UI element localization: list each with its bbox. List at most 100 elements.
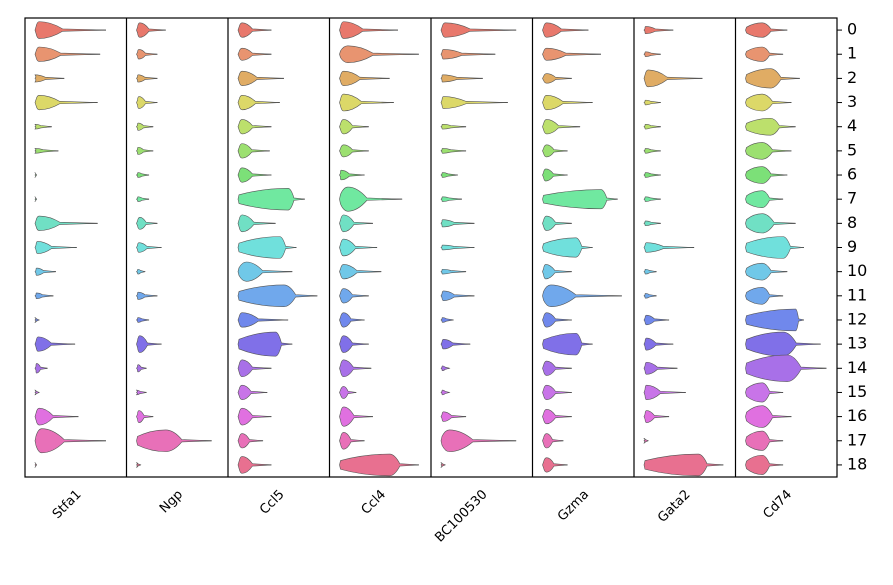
violin xyxy=(745,287,784,305)
violin xyxy=(643,242,695,253)
violin xyxy=(34,148,59,154)
gene-label: Ngp xyxy=(157,487,186,516)
violin xyxy=(237,433,264,449)
violin xyxy=(542,22,589,38)
violin xyxy=(745,382,784,403)
violin xyxy=(542,215,572,231)
violin xyxy=(643,293,657,299)
violin xyxy=(542,284,622,307)
violin xyxy=(136,49,158,60)
y-tick-label: 0 xyxy=(847,20,857,39)
violin xyxy=(136,335,162,353)
violin xyxy=(237,22,272,38)
violin xyxy=(745,46,784,62)
violin xyxy=(643,196,661,202)
violin xyxy=(440,22,517,38)
violin xyxy=(542,409,572,425)
violin xyxy=(339,386,357,399)
y-tick-label: 7 xyxy=(847,189,857,208)
violin xyxy=(339,432,365,450)
violin xyxy=(136,291,158,300)
violin xyxy=(745,331,821,357)
violin xyxy=(34,292,54,300)
violin xyxy=(136,196,150,202)
violin xyxy=(237,143,270,159)
violin xyxy=(339,406,373,427)
violin xyxy=(34,21,106,39)
violin xyxy=(136,172,150,178)
violin xyxy=(745,93,792,112)
y-tick-label: 2 xyxy=(847,68,857,87)
violin xyxy=(34,241,77,254)
violin xyxy=(34,428,106,454)
violin xyxy=(643,69,703,88)
violin xyxy=(440,148,467,154)
violin xyxy=(440,290,475,301)
violin xyxy=(745,262,788,281)
violin xyxy=(34,407,79,426)
y-tick-label: 12 xyxy=(847,309,867,328)
violin xyxy=(542,47,601,61)
violin xyxy=(237,236,297,259)
violin xyxy=(745,454,784,475)
violin xyxy=(542,95,593,111)
violin xyxy=(136,22,166,38)
violin xyxy=(643,314,670,326)
violin xyxy=(136,364,147,373)
violin xyxy=(237,70,284,86)
y-tick-label: 4 xyxy=(847,116,857,135)
violin xyxy=(542,332,593,356)
violin xyxy=(542,119,581,135)
violin xyxy=(542,384,572,400)
violin xyxy=(745,22,788,38)
violin xyxy=(34,95,98,111)
violin xyxy=(745,117,796,136)
y-tick-label: 11 xyxy=(847,285,867,304)
violin xyxy=(339,288,369,304)
violin xyxy=(339,169,365,181)
violin xyxy=(339,70,390,86)
y-tick-label: 8 xyxy=(847,213,857,232)
violin xyxy=(136,410,154,423)
violin xyxy=(34,196,38,202)
violin xyxy=(237,261,293,282)
y-tick-label: 18 xyxy=(847,454,867,473)
violin xyxy=(643,123,661,130)
violin xyxy=(237,407,272,426)
violin xyxy=(34,389,40,396)
violin xyxy=(440,411,467,422)
violin xyxy=(135,389,147,396)
y-tick-label: 9 xyxy=(847,237,857,256)
violin xyxy=(136,74,158,83)
y-tick-label: 6 xyxy=(847,165,857,184)
violin xyxy=(440,123,467,130)
y-tick-label: 13 xyxy=(847,334,867,353)
violin xyxy=(643,410,670,423)
gene-label: Gata2 xyxy=(655,487,693,525)
violin xyxy=(237,456,272,474)
violin xyxy=(643,337,674,351)
violin xyxy=(237,331,293,357)
violin xyxy=(745,354,827,382)
violin xyxy=(643,99,661,106)
violin xyxy=(542,168,568,182)
violin xyxy=(440,74,483,83)
gene-label: Gzma xyxy=(555,487,592,524)
violin xyxy=(339,21,398,39)
violin xyxy=(237,284,318,307)
violin xyxy=(136,146,154,155)
violin xyxy=(339,45,419,63)
violin xyxy=(34,46,101,62)
violin xyxy=(643,268,657,275)
violin xyxy=(440,268,467,275)
y-tick-label: 3 xyxy=(847,92,857,111)
violin xyxy=(643,148,661,154)
violin xyxy=(440,196,462,202)
violin xyxy=(542,73,572,84)
violin xyxy=(440,96,508,109)
violin xyxy=(339,453,419,477)
violin xyxy=(745,405,792,428)
violin xyxy=(440,365,451,372)
violin xyxy=(643,51,661,57)
violin xyxy=(339,119,369,135)
